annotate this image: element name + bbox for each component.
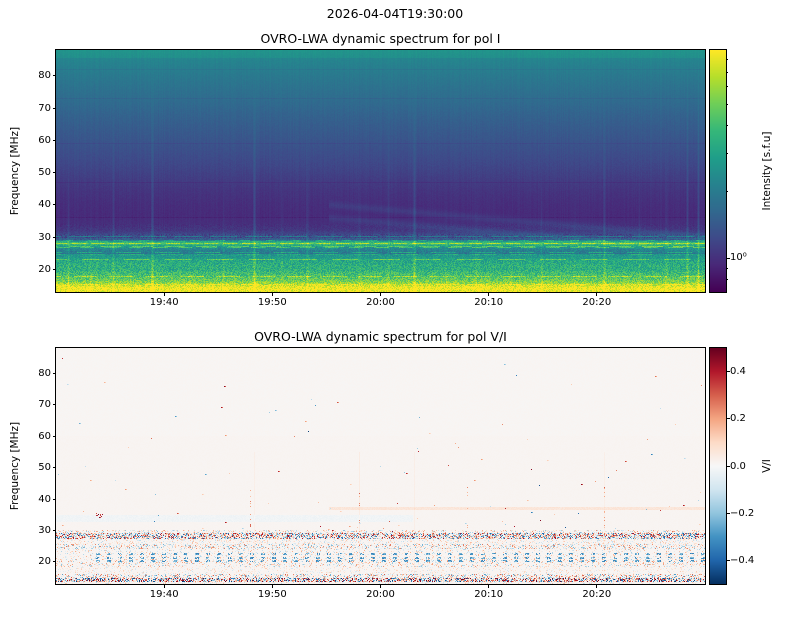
colorbar-minor-tick-mark	[726, 125, 728, 127]
x-tick-mark	[380, 292, 381, 296]
x-tick-mark	[380, 584, 381, 588]
colorbar-minor-tick-mark	[726, 191, 728, 193]
x-tick-label: 20:10	[474, 297, 504, 308]
colorbar-minor-tick-mark	[726, 267, 728, 269]
y-tick-mark	[52, 236, 56, 238]
y-tick-mark	[52, 561, 56, 563]
y-tick-label: 70	[38, 102, 51, 114]
pol-i-title: OVRO-LWA dynamic spectrum for pol I	[260, 31, 501, 46]
colorbar-tick-label: 0.4	[730, 366, 746, 378]
x-tick-mark	[488, 584, 490, 588]
pol-i-colorbar	[709, 49, 727, 293]
x-tick-mark	[596, 584, 598, 588]
x-tick-label: 20:00	[366, 297, 395, 308]
y-tick-mark	[52, 530, 56, 531]
colorbar-tick-label: 0.2	[730, 413, 746, 425]
colorbar-tick-mark	[726, 257, 730, 259]
pol-vi-spectrogram	[55, 347, 706, 585]
pol-vi-colorbar	[709, 347, 727, 585]
x-tick-mark	[163, 584, 165, 588]
y-tick-label: 50	[38, 462, 51, 474]
colorbar-tick-mark	[726, 418, 730, 420]
colorbar-tick-label: 0.0	[730, 460, 746, 472]
y-tick-mark	[52, 268, 56, 270]
colorbar-minor-tick-mark	[726, 58, 728, 60]
y-tick-label: 30	[38, 231, 51, 243]
colorbar-tick-label: −0.2	[730, 507, 755, 519]
y-tick-label: 40	[38, 199, 51, 211]
y-tick-label: 20	[38, 263, 51, 275]
x-tick-mark	[271, 292, 273, 296]
y-tick-mark	[52, 75, 56, 77]
x-tick-mark	[596, 292, 598, 296]
y-tick-mark	[52, 172, 56, 174]
y-tick-label: 20	[38, 556, 51, 568]
pol-i-spectrogram	[55, 49, 706, 293]
colorbar-minor-tick-mark	[726, 86, 728, 88]
colorbar-minor-tick-mark	[726, 71, 728, 73]
y-tick-mark	[52, 204, 56, 206]
y-tick-label: 40	[38, 493, 51, 505]
colorbar-tick-label: −0.4	[730, 554, 755, 566]
colorbar-tick-label: 10⁰	[730, 251, 747, 263]
y-tick-label: 60	[38, 430, 51, 442]
y-tick-label: 30	[38, 525, 51, 536]
pol-vi-colorbar-label: V/I	[761, 459, 773, 473]
y-tick-label: 60	[38, 134, 51, 146]
x-tick-label: 20:10	[474, 589, 504, 600]
y-tick-label: 80	[38, 367, 51, 379]
y-tick-mark	[52, 139, 56, 141]
colorbar-tick-mark	[726, 371, 730, 373]
y-tick-label: 80	[38, 70, 51, 82]
y-tick-label: 50	[38, 167, 51, 179]
y-tick-label: 70	[38, 399, 51, 411]
x-tick-label: 19:50	[257, 297, 287, 308]
colorbar-minor-tick-mark	[726, 103, 728, 105]
pol-vi-title: OVRO-LWA dynamic spectrum for pol V/I	[254, 329, 507, 344]
x-tick-label: 20:20	[582, 589, 612, 600]
y-tick-mark	[52, 372, 56, 374]
x-tick-label: 19:50	[257, 589, 287, 600]
y-tick-mark	[52, 498, 56, 500]
y-tick-mark	[52, 107, 56, 109]
figure-suptitle: 2026-04-04T19:30:00	[326, 6, 464, 21]
colorbar-minor-tick-mark	[726, 278, 728, 280]
colorbar-minor-tick-mark	[726, 152, 728, 154]
y-tick-mark	[52, 467, 56, 469]
pol-i-colorbar-label: Intensity [s.f.u]	[761, 131, 773, 211]
x-tick-label: 20:00	[366, 589, 395, 600]
x-tick-label: 19:40	[149, 589, 179, 600]
colorbar-tick-mark	[726, 512, 730, 514]
x-tick-label: 20:20	[582, 297, 612, 308]
y-tick-mark	[52, 435, 56, 437]
x-tick-label: 19:40	[149, 297, 179, 308]
x-tick-mark	[163, 292, 165, 296]
x-tick-mark	[271, 584, 273, 588]
x-tick-mark	[488, 292, 490, 296]
colorbar-tick-mark	[726, 559, 730, 561]
colorbar-tick-mark	[726, 465, 730, 467]
y-tick-mark	[52, 404, 56, 406]
